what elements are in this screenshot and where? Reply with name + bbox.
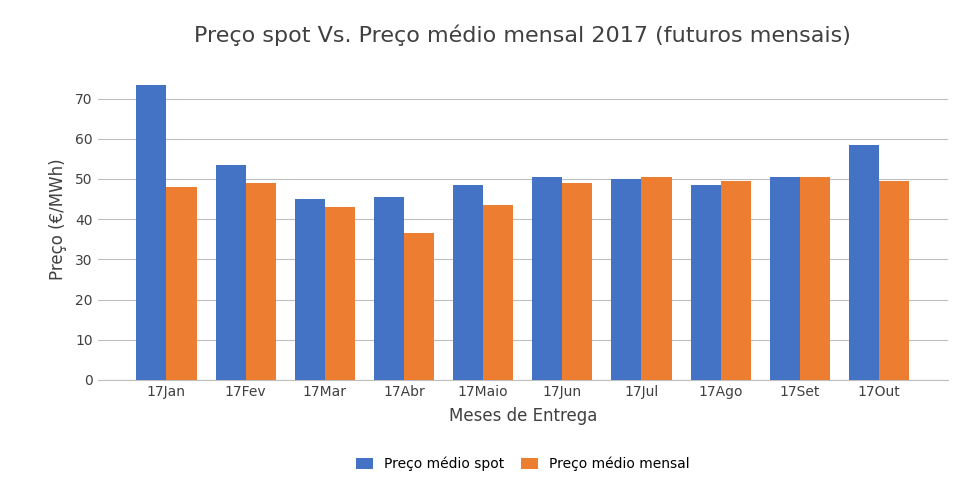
Bar xyxy=(642,177,671,380)
Bar xyxy=(374,197,404,380)
Bar xyxy=(612,179,642,380)
Bar xyxy=(295,199,324,380)
Title: Preço spot Vs. Preço médio mensal 2017 (futuros mensais): Preço spot Vs. Preço médio mensal 2017 (… xyxy=(194,24,851,46)
Bar xyxy=(879,181,909,380)
Bar xyxy=(770,177,800,380)
Bar xyxy=(404,233,434,380)
Bar xyxy=(849,145,879,380)
Y-axis label: Preço (€/MWh): Preço (€/MWh) xyxy=(49,158,66,280)
X-axis label: Meses de Entrega: Meses de Entrega xyxy=(448,407,597,425)
Bar xyxy=(453,185,483,380)
Bar xyxy=(800,177,829,380)
Bar xyxy=(166,187,196,380)
Bar xyxy=(137,85,166,380)
Bar xyxy=(563,183,592,380)
Bar xyxy=(324,207,355,380)
Legend: Preço médio spot, Preço médio mensal: Preço médio spot, Preço médio mensal xyxy=(351,451,695,477)
Bar xyxy=(721,181,750,380)
Bar xyxy=(691,185,721,380)
Bar xyxy=(245,183,276,380)
Bar xyxy=(216,165,245,380)
Bar xyxy=(483,205,513,380)
Bar xyxy=(532,177,563,380)
